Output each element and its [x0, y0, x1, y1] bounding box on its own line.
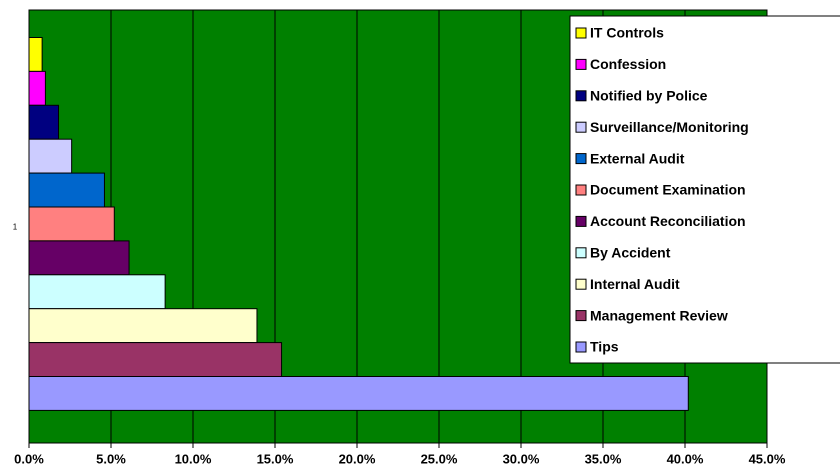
- legend-label: By Accident: [590, 245, 671, 261]
- legend-swatch: [575, 247, 587, 259]
- legend-label: Surveillance/Monitoring: [590, 119, 749, 135]
- x-tick-label: 35.0%: [585, 451, 622, 466]
- category-label: 1: [13, 223, 18, 232]
- x-tick-label: 20.0%: [339, 451, 376, 466]
- legend-label: IT Controls: [590, 25, 664, 41]
- bar: [28, 138, 73, 174]
- bar: [28, 206, 115, 242]
- legend-swatch: [575, 341, 587, 353]
- legend-label: Notified by Police: [590, 88, 708, 104]
- x-tick-label: 10.0%: [175, 451, 212, 466]
- legend-label: Confession: [590, 56, 666, 72]
- legend-swatch: [575, 184, 587, 196]
- bar: [28, 104, 60, 140]
- x-tick-label: 40.0%: [667, 451, 704, 466]
- bar: [28, 274, 166, 310]
- x-tick-label: 5.0%: [96, 451, 126, 466]
- x-tick-label: 45.0%: [749, 451, 786, 466]
- x-tick-label: 0.0%: [14, 451, 44, 466]
- bar: [28, 37, 43, 72]
- legend-swatch: [575, 310, 587, 322]
- bar: [28, 342, 283, 378]
- bar: [28, 70, 46, 106]
- bar: [28, 172, 105, 208]
- legend-label: Management Review: [590, 307, 728, 323]
- legend-swatch: [575, 153, 587, 165]
- bar: [28, 308, 258, 344]
- legend-label: Tips: [590, 339, 619, 355]
- legend-swatch: [575, 90, 587, 102]
- legend: [569, 15, 840, 364]
- bar: [28, 240, 130, 276]
- x-tick-label: 25.0%: [421, 451, 458, 466]
- bar: [28, 376, 689, 411]
- legend-swatch: [575, 215, 587, 227]
- legend-label: Account Reconciliation: [590, 213, 746, 229]
- legend-label: Document Examination: [590, 182, 746, 198]
- x-tick-label: 30.0%: [503, 451, 540, 466]
- legend-swatch: [575, 27, 587, 39]
- legend-swatch: [575, 121, 587, 133]
- legend-swatch: [575, 58, 587, 70]
- legend-label: Internal Audit: [590, 276, 680, 292]
- legend-label: External Audit: [590, 150, 685, 166]
- x-tick-label: 15.0%: [257, 451, 294, 466]
- legend-swatch: [575, 278, 587, 290]
